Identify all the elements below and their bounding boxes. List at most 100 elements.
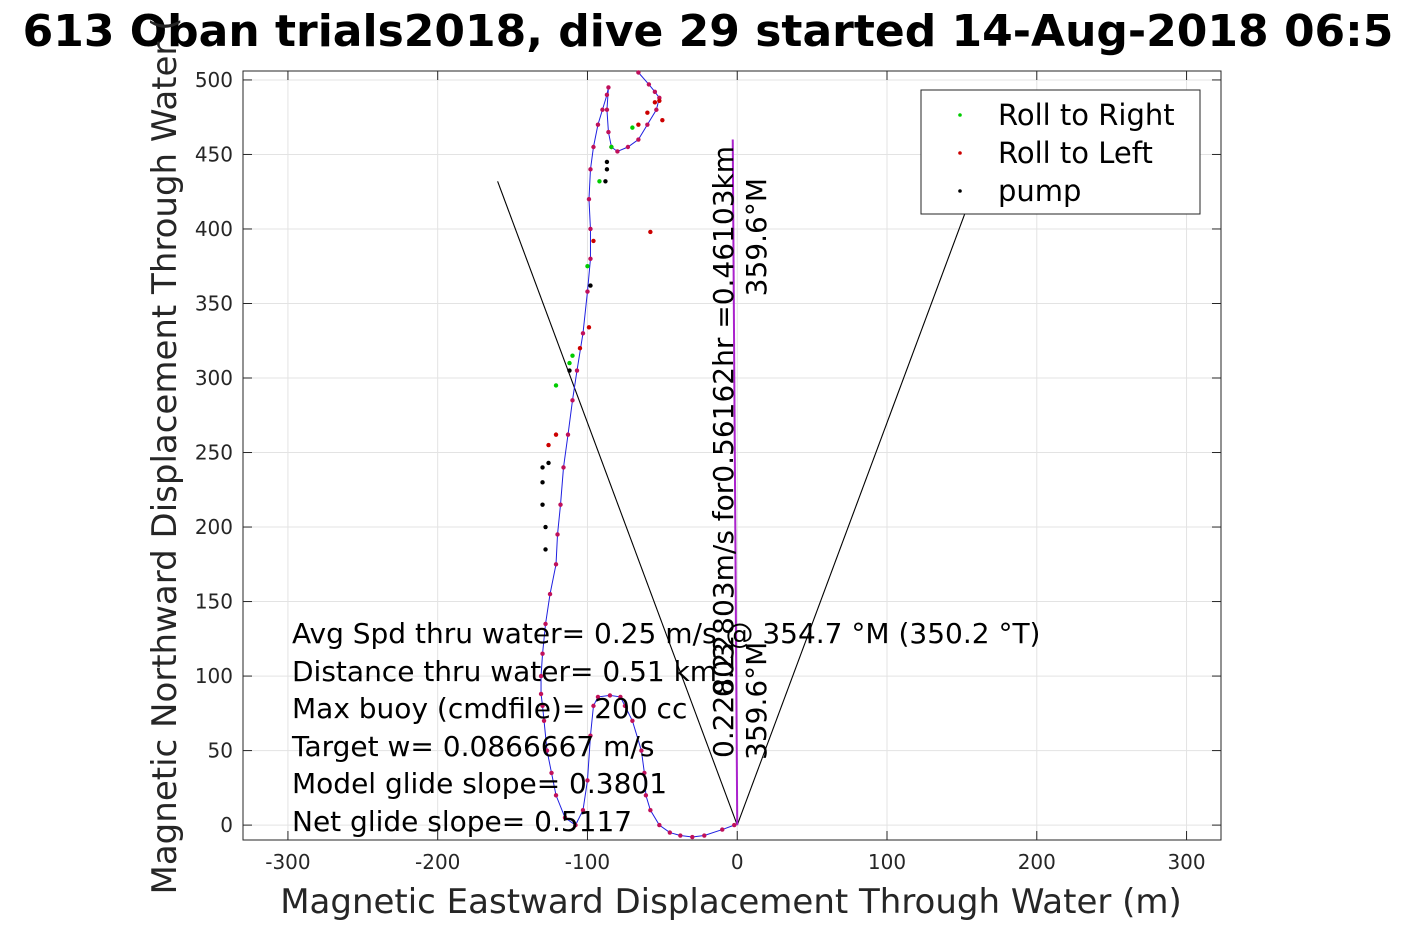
- track-point: [558, 502, 563, 507]
- track-line: [540, 72, 735, 838]
- track-point: [600, 107, 605, 112]
- roll-left-point: [546, 442, 551, 448]
- roll-right-point: [567, 360, 572, 366]
- track-point: [732, 822, 737, 828]
- roll-left-point: [577, 345, 583, 351]
- track-point: [606, 85, 611, 90]
- roll-left-point: [645, 110, 650, 115]
- track-point: [604, 107, 610, 112]
- track-point: [544, 748, 550, 753]
- annotation-model-glide: Model glide slope= 0.3801: [292, 767, 667, 800]
- annotation-avg-speed: Avg Spd thru water= 0.25 m/s @ 354.7 °M …: [292, 617, 1040, 650]
- track-point: [618, 694, 623, 700]
- y-tick-label: 50: [208, 739, 233, 763]
- track-point: [654, 107, 659, 112]
- legend-box: [920, 89, 1201, 215]
- roll-left-point: [636, 122, 641, 127]
- y-axis-label: Magnetic Northward Displacement Through …: [145, 18, 185, 895]
- track-point: [646, 82, 652, 87]
- guide-lines: [497, 181, 978, 826]
- pump-point: [604, 167, 610, 172]
- pump-point: [540, 480, 545, 485]
- pump-point: [567, 368, 572, 373]
- x-tick-label: 0: [731, 850, 744, 874]
- roll-right-point: [570, 353, 575, 358]
- guide-line: [736, 181, 978, 826]
- track-point: [667, 830, 673, 835]
- pump-point: [540, 465, 545, 470]
- x-tick-label: 200: [1018, 850, 1056, 874]
- roll-right-point: [597, 179, 602, 184]
- y-tick-label: 350: [195, 291, 233, 315]
- legend-marker-roll-left: [958, 151, 962, 155]
- track-point: [588, 167, 593, 172]
- track-point: [622, 703, 628, 709]
- current-label-main-bearing: 359.6°M: [740, 178, 773, 296]
- track-point: [591, 703, 596, 709]
- track-point: [540, 703, 545, 709]
- pump-point: [543, 547, 548, 552]
- pump-point: [540, 502, 545, 507]
- chart-title: 613 Oban trials2018, dive 29 started 14-…: [23, 6, 1394, 57]
- markers: [538, 70, 737, 840]
- track-point: [639, 748, 644, 753]
- current-label-small-bearing: 359.6°M: [740, 642, 773, 760]
- legend-label-pump: pump: [998, 174, 1081, 208]
- current-label-small: 0.22803: [707, 642, 740, 758]
- track-series: [540, 72, 735, 838]
- roll-right-point: [553, 383, 559, 388]
- legend-marker-roll-right: [958, 113, 962, 117]
- legend-label-roll-left: Roll to Left: [998, 136, 1153, 170]
- track-point: [538, 673, 544, 679]
- track-point: [585, 289, 590, 294]
- track-point: [625, 144, 631, 150]
- track-point: [543, 621, 548, 627]
- track-point: [648, 807, 653, 813]
- track-point: [615, 149, 620, 154]
- roll-left-point: [553, 432, 559, 437]
- y-tick-label: 200: [195, 515, 233, 539]
- roll-left-point: [660, 117, 665, 123]
- track-point: [645, 122, 650, 127]
- track-point: [586, 196, 592, 202]
- x-tick-label: -100: [565, 850, 610, 874]
- x-tick-label: 100: [868, 850, 906, 874]
- track-point: [720, 827, 725, 832]
- y-tick-label: 0: [220, 813, 233, 837]
- track-point: [562, 815, 568, 820]
- guide-line: [497, 181, 738, 826]
- track-point: [580, 807, 586, 813]
- track-point: [588, 256, 593, 261]
- current-vector-line: [731, 139, 739, 826]
- legend-marker-pump: [958, 189, 962, 193]
- track-point: [553, 562, 559, 567]
- track-point: [570, 398, 575, 403]
- pump-point: [603, 179, 608, 184]
- track-point: [657, 822, 662, 828]
- track-point: [630, 718, 635, 723]
- track-point: [555, 532, 560, 537]
- x-tick-label: -300: [265, 850, 310, 874]
- track-point: [643, 793, 649, 798]
- x-axis-label: Magnetic Eastward Displacement Through W…: [280, 882, 1182, 922]
- track-point: [541, 718, 547, 723]
- track-point: [588, 733, 593, 738]
- track-point: [606, 129, 611, 135]
- track-point: [636, 70, 641, 75]
- track-point: [702, 833, 707, 838]
- track-point: [595, 122, 601, 127]
- roll-left-point: [648, 229, 653, 235]
- track-point: [547, 591, 553, 597]
- roll-right-point: [630, 125, 635, 130]
- track-point: [585, 778, 590, 783]
- roll-left-point: [586, 325, 592, 330]
- track-point: [574, 368, 580, 373]
- y-tick-label: 250: [195, 441, 233, 465]
- current-label-main: 0.22803m/s for0.56162hr =0.46103km: [707, 146, 740, 697]
- track-point: [553, 793, 559, 798]
- pump-point: [604, 159, 610, 165]
- pump-point: [588, 283, 593, 288]
- annotation-net-glide: Net glide slope= 0.5117: [292, 805, 632, 838]
- track-point: [591, 144, 596, 150]
- track-point: [690, 834, 695, 840]
